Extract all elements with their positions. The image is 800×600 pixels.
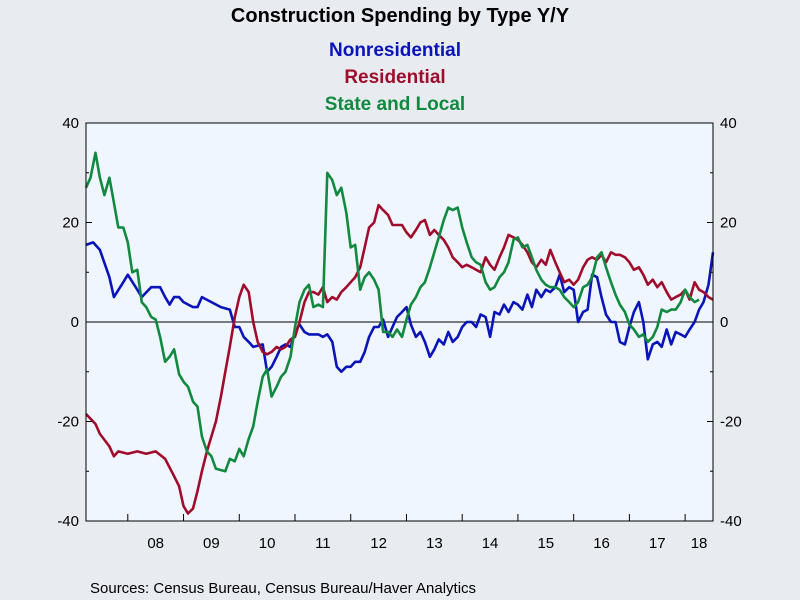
y-tick-label-left: 40 — [62, 115, 79, 132]
source-note: Sources: Census Bureau, Census Bureau/Ha… — [90, 580, 476, 597]
y-tick-label-right: 0 — [720, 314, 728, 331]
legend: Nonresidential Residential State and Local — [325, 40, 465, 115]
y-axis-right: -40 -20 0 20 40 — [707, 115, 742, 530]
y-tick-label-right: 40 — [720, 115, 737, 132]
y-tick-label-right: -20 — [720, 414, 742, 431]
x-tick-label: 15 — [537, 535, 554, 552]
y-tick-label-left: 0 — [71, 314, 79, 331]
x-tick-label: 10 — [259, 535, 276, 552]
x-tick-label: 12 — [370, 535, 387, 552]
y-tick-label-right: -40 — [720, 513, 742, 530]
x-tick-label: 13 — [426, 535, 443, 552]
x-axis: 08 09 10 11 12 13 14 15 16 17 18 — [127, 514, 708, 552]
y-tick-label-left: -20 — [57, 414, 79, 431]
x-tick-label: 09 — [203, 535, 220, 552]
x-tick-label: 11 — [315, 535, 331, 552]
series-group — [84, 151, 715, 515]
series-line-state-and-local — [84, 151, 700, 473]
y-tick-label-left: -40 — [57, 513, 79, 530]
series-line-residential — [85, 203, 714, 515]
series-line-nonresidential — [85, 241, 715, 374]
y-tick-label-left: 20 — [62, 215, 79, 232]
x-tick-label: 08 — [147, 535, 164, 552]
y-tick-label-right: 20 — [720, 215, 737, 232]
x-tick-label: 18 — [691, 535, 708, 552]
legend-entry-residential: Residential — [344, 67, 445, 88]
legend-entry-nonresidential: Nonresidential — [329, 40, 461, 61]
x-tick-label: 17 — [649, 535, 666, 552]
chart-title: Construction Spending by Type Y/Y — [231, 5, 570, 27]
x-tick-label: 14 — [482, 535, 499, 552]
x-tick-label: 16 — [593, 535, 610, 552]
legend-entry-state-and-local: State and Local — [325, 94, 465, 115]
y-axis-left: -40 -20 0 20 40 — [57, 115, 92, 530]
